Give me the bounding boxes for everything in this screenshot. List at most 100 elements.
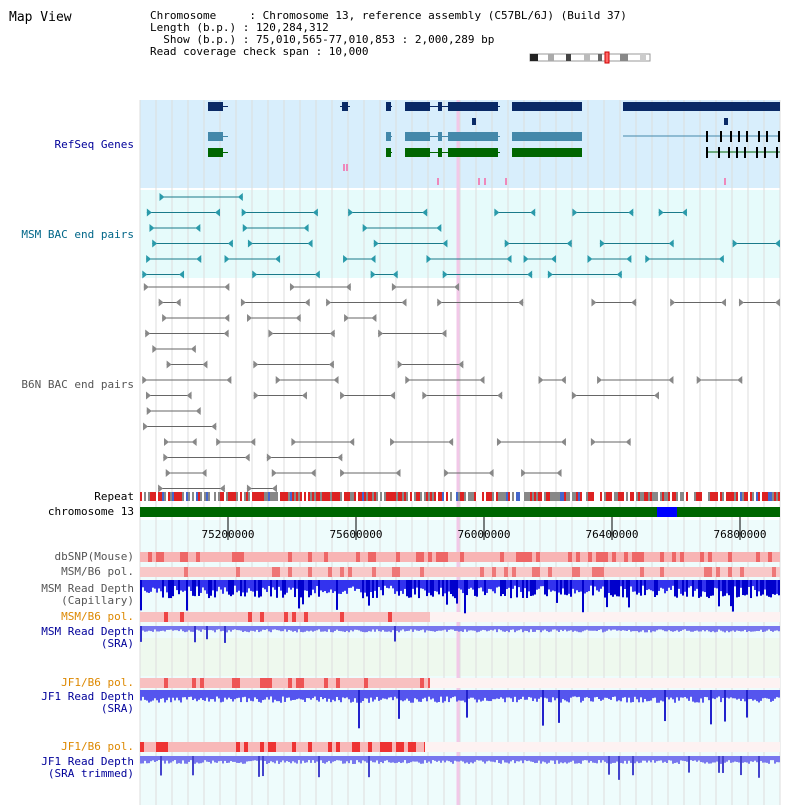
read-depth-bar: [528, 626, 530, 633]
snp-density-cell: [256, 678, 260, 688]
read-depth-bar: [484, 580, 486, 596]
snp-density-cell: [232, 552, 236, 562]
repeat-segment: [332, 492, 334, 501]
snp-density-cell: [284, 567, 288, 577]
read-depth-bar: [616, 690, 618, 702]
read-depth-bar: [358, 580, 360, 589]
read-depth-bar: [280, 580, 282, 591]
read-depth-bar: [554, 626, 556, 630]
repeat-segment: [690, 492, 692, 501]
read-depth-bar: [560, 756, 562, 763]
read-depth-bar: [166, 626, 168, 630]
snp-density-cell: [304, 678, 308, 688]
read-depth-bar: [666, 626, 668, 632]
snp-density-cell: [240, 552, 244, 562]
bac-end-marker: [326, 298, 332, 307]
bac-end-marker: [246, 314, 252, 322]
read-depth-bar: [552, 690, 554, 698]
read-depth-bar: [738, 690, 740, 699]
read-depth-bar: [462, 756, 464, 762]
snp-density-cell: [424, 552, 428, 562]
snp-density-cell: [648, 552, 652, 562]
read-depth-bar: [174, 690, 176, 701]
read-depth-bar: [554, 690, 556, 701]
repeat-segment: [670, 492, 672, 501]
read-depth-bar: [772, 756, 774, 761]
read-depth-bar: [204, 756, 206, 761]
snp-density-cell: [528, 552, 532, 562]
repeat-segment: [674, 492, 676, 501]
read-depth-bar: [332, 580, 334, 593]
read-depth-bar: [660, 580, 662, 588]
read-depth-bar: [764, 580, 766, 590]
read-depth-bar: [230, 756, 232, 762]
snp-density-cell: [728, 567, 732, 577]
read-depth-bar: [180, 580, 182, 591]
read-depth-bar: [518, 756, 520, 762]
read-depth-bar: [488, 690, 490, 702]
read-depth-bar: [600, 690, 602, 701]
read-depth-bar: [414, 580, 416, 595]
read-depth-bar: [452, 580, 454, 597]
snp-density-cell: [680, 567, 684, 577]
snp-density-cell: [172, 567, 176, 577]
read-depth-bar: [158, 626, 160, 632]
read-depth-bar: [556, 626, 558, 631]
repeat-segment: [242, 492, 244, 501]
read-depth-bar: [570, 626, 572, 631]
read-depth-bar: [520, 756, 522, 761]
read-depth-bar: [658, 756, 660, 761]
read-depth-bar: [330, 626, 332, 633]
read-depth-bar: [766, 626, 768, 631]
repeat-segment: [336, 492, 338, 501]
bac-end-marker: [219, 484, 225, 493]
repeat-segment: [570, 492, 572, 501]
read-depth-bar: [394, 756, 396, 764]
snp-density-cell: [336, 552, 340, 562]
repeat-segment: [596, 492, 598, 501]
snp-density-cell: [440, 567, 444, 577]
snp-density-cell: [176, 612, 180, 622]
read-depth-bar: [558, 626, 560, 632]
read-depth-bar: [150, 580, 152, 592]
bac-end-marker: [291, 438, 297, 446]
read-depth-bar: [452, 626, 454, 630]
read-depth-bar: [250, 756, 252, 762]
read-depth-bar: [342, 756, 344, 764]
bac-end-marker: [390, 391, 396, 400]
read-depth-bar: [642, 756, 644, 761]
read-depth-bar: [752, 756, 754, 762]
read-depth-bar: [700, 756, 702, 763]
read-depth-bar: [270, 626, 272, 633]
bac-end-marker: [344, 314, 350, 322]
read-depth-bar: [492, 580, 494, 592]
read-depth-bar: [528, 580, 530, 592]
gene-exon: [472, 118, 476, 125]
repeat-segment: [594, 492, 596, 501]
repeat-segment: [538, 492, 540, 501]
read-depth-bar: [726, 626, 728, 631]
read-depth-bar: [504, 580, 506, 596]
snp-density-cell: [176, 567, 180, 577]
read-depth-bar: [342, 690, 344, 698]
read-depth-bar: [362, 690, 364, 702]
read-depth-bar: [178, 756, 180, 764]
repeat-segment: [376, 492, 378, 501]
read-depth-bar: [194, 756, 196, 764]
repeat-segment: [344, 492, 346, 501]
read-depth-bar: [142, 690, 144, 697]
gene-exon: [386, 102, 391, 111]
bac-end-marker: [506, 255, 512, 263]
read-depth-bar: [392, 580, 394, 589]
snp-density-cell: [736, 552, 740, 562]
bac-end-marker: [253, 391, 259, 400]
read-depth-bar: [496, 756, 498, 761]
read-depth-bar: [386, 580, 388, 588]
read-depth-bar: [650, 626, 652, 633]
repeat-segment: [572, 492, 574, 501]
read-depth-bar: [162, 626, 164, 631]
read-depth-bar: [586, 756, 588, 761]
read-depth-bar: [562, 626, 564, 632]
snp-density-cell: [408, 742, 412, 752]
